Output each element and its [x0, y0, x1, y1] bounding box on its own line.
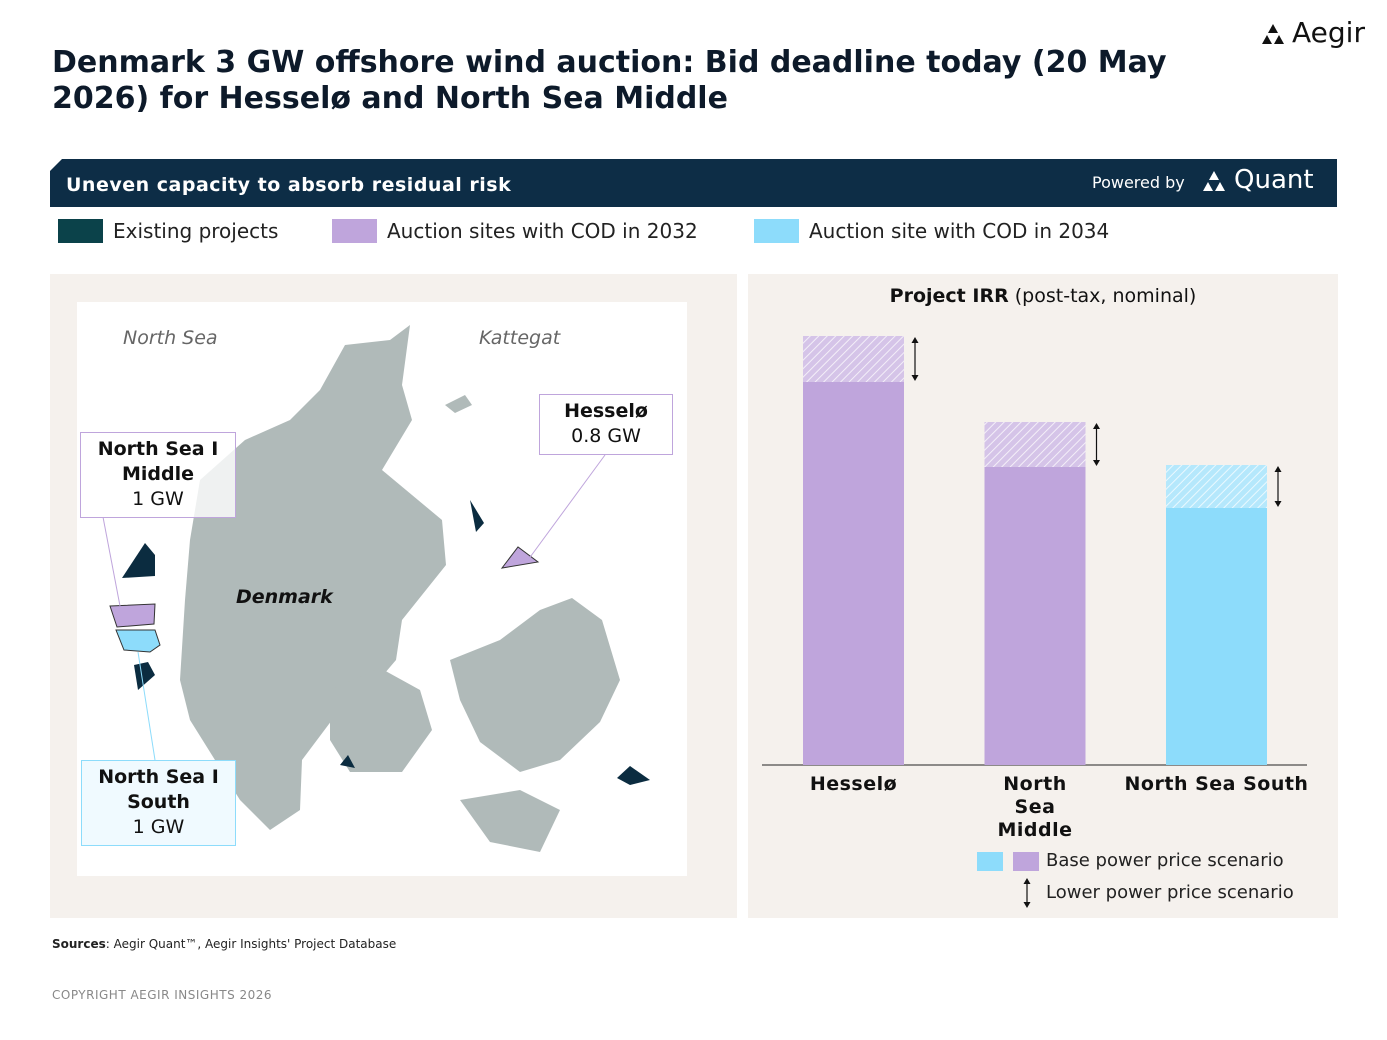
existing-projects — [122, 500, 650, 785]
copyright: COPYRIGHT AEGIR INSIGHTS 2026 — [52, 988, 273, 1002]
site-capacity: 1 GW — [132, 816, 185, 838]
chart-title-row: Project IRR (post-tax, nominal) — [748, 285, 1338, 307]
banner — [50, 159, 1337, 207]
site-name: Hesselø — [564, 400, 648, 422]
quant-brand: Quant — [1234, 165, 1314, 195]
x-tick-label: North Sea Middle — [997, 773, 1073, 841]
nss-site — [115, 629, 161, 653]
legend-label: Auction sites with COD in 2032 — [387, 219, 698, 243]
legend-label: Existing projects — [113, 219, 279, 243]
bar-hatch — [1166, 465, 1267, 508]
existing-site — [617, 766, 650, 785]
sources: Sources: Aegir Quant™, Aegir Insights' P… — [52, 937, 396, 951]
funen — [330, 668, 432, 772]
chart-title: Project IRR — [889, 285, 1009, 307]
arrow-head — [1093, 423, 1100, 429]
bar-hatch — [803, 336, 904, 382]
legend-swatch — [754, 219, 799, 243]
site-capacity: 1 GW — [132, 488, 184, 510]
legend-swatch — [977, 852, 1003, 871]
bar — [984, 422, 1086, 765]
legend-label: Base power price scenario — [1046, 850, 1284, 871]
bar — [803, 336, 904, 765]
quant-icon — [1203, 171, 1225, 191]
site-name: North Sea I South — [98, 766, 219, 813]
leader-line — [137, 651, 156, 761]
site-label: Hesselø 0.8 GW — [539, 394, 673, 455]
leader-line — [102, 516, 121, 607]
existing-site — [122, 543, 155, 578]
legend-swatch — [58, 219, 103, 243]
x-tick-label: Hesselø — [809, 773, 898, 795]
sources-text: : Aegir Quant™, Aegir Insights' Project … — [105, 937, 397, 951]
arrow-head — [1093, 460, 1100, 466]
arrow-head — [911, 337, 919, 343]
lolland — [460, 790, 560, 852]
chart-subtitle: (post-tax, nominal) — [1014, 285, 1197, 307]
arrow-head — [1274, 501, 1282, 507]
country-label: Denmark — [236, 586, 333, 608]
existing-site — [134, 662, 155, 690]
legend-label: Auction site with COD in 2034 — [809, 219, 1110, 243]
zealand — [450, 598, 620, 772]
island — [445, 395, 472, 413]
bar-hatch — [984, 422, 1086, 467]
existing-site — [340, 755, 355, 768]
banner-title: Uneven capacity to absorb residual risk — [66, 174, 512, 196]
nsm-site — [109, 603, 156, 628]
site-name: North Sea I Middle — [97, 438, 219, 485]
leader-line — [527, 454, 606, 561]
logo: Aegir — [1292, 16, 1365, 49]
legend-swatch — [1013, 852, 1039, 871]
site-label: North Sea I South 1 GW — [81, 760, 236, 846]
bar — [1166, 465, 1267, 765]
jutland — [180, 325, 446, 830]
legend-swatch — [332, 219, 377, 243]
logo-icon — [1262, 24, 1284, 44]
legend-arrow — [1023, 878, 1031, 908]
existing-site — [470, 500, 484, 532]
arrow-head — [911, 375, 919, 381]
site-capacity: 0.8 GW — [571, 425, 641, 447]
arrow-head — [1274, 466, 1282, 472]
sea-label: Kattegat — [479, 327, 561, 349]
sources-label: Sources — [52, 937, 106, 951]
sea-label: North Sea — [123, 327, 218, 349]
land — [180, 325, 620, 852]
x-tick-label: North Sea South — [1124, 773, 1309, 795]
legend-label: Lower power price scenario — [1046, 882, 1294, 903]
site-label: North Sea I Middle 1 GW — [80, 432, 236, 518]
powered-by: Powered by — [1092, 173, 1185, 192]
title: Denmark 3 GW offshore wind auction: Bid … — [52, 45, 1167, 116]
hesselo-site — [500, 546, 540, 569]
